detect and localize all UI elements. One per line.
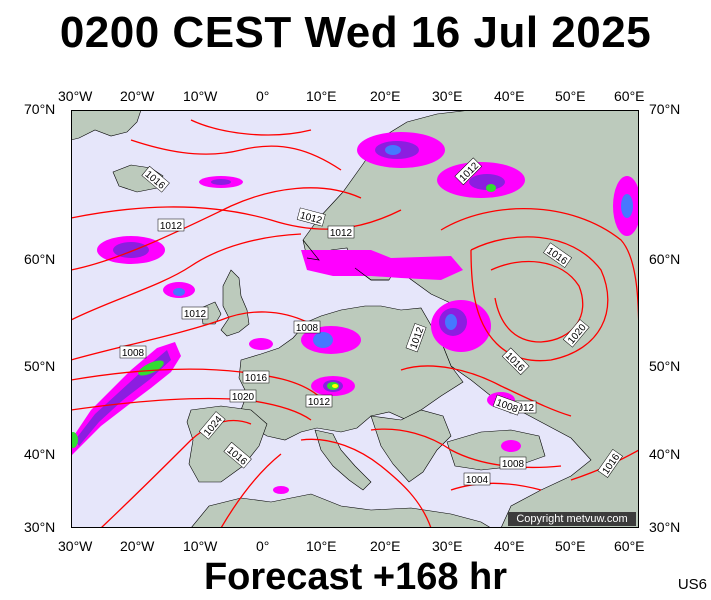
lon-label-bottom: 30°W (58, 538, 93, 554)
map-frame (71, 110, 639, 528)
lon-label-top: 50°E (555, 88, 586, 104)
lon-label-top: 40°E (494, 88, 525, 104)
balkans-landmass (370, 409, 452, 483)
isobar-label: 1008 (296, 323, 319, 334)
forecast-label: Forecast +168 hr (203, 556, 508, 598)
isobar-label: 1012 (512, 403, 535, 414)
lon-label-top: 60°E (614, 88, 645, 104)
italy-landmass (314, 429, 372, 491)
lon-label-bottom: 10°W (183, 538, 218, 554)
lat-label-left: 60°N (24, 251, 56, 267)
map-title: 0200 CEST Wed 16 Jul 2025 (59, 8, 652, 57)
copyright-credit: Copyright metvuw.com (508, 512, 636, 526)
isobar-layer (70, 119, 640, 529)
lon-label-bottom: 30°E (432, 538, 463, 554)
lon-label-bottom: 60°E (614, 538, 645, 554)
lat-label-left: 70°N (24, 101, 56, 117)
map-canvas: 1016 1012 1012 1012 1008 1016 1020 1024 … (68, 109, 641, 529)
lon-label-top: 0° (256, 88, 270, 104)
lon-label-top: 20°E (370, 88, 401, 104)
lon-label-top: 30°W (58, 88, 93, 104)
lat-label-right: 30°N (649, 519, 681, 535)
lat-label-right: 60°N (649, 251, 681, 267)
lon-label-bottom: 10°E (306, 538, 337, 554)
lat-label-right: 40°N (649, 446, 681, 462)
africa-landmass (190, 493, 493, 529)
isobar-label: 1004 (466, 475, 489, 486)
lon-label-bottom: 0° (256, 538, 270, 554)
lat-label-right: 50°N (649, 358, 681, 374)
forecast-map: 1016 1012 1012 1012 1008 1016 1020 1024 … (68, 109, 641, 529)
lon-label-bottom: 40°E (494, 538, 525, 554)
lon-label-top: 10°W (183, 88, 218, 104)
lon-label-top: 30°E (432, 88, 463, 104)
coastline-layer (302, 239, 389, 281)
lat-label-left: 50°N (24, 358, 56, 374)
lon-label-top: 10°E (306, 88, 337, 104)
lon-label-top: 20°W (120, 88, 155, 104)
lon-label-bottom: 20°W (120, 538, 155, 554)
lat-label-right: 70°N (649, 101, 681, 117)
lat-label-left: 30°N (24, 519, 56, 535)
lon-label-bottom: 20°E (370, 538, 401, 554)
greenland-landmass (70, 109, 142, 141)
lon-label-bottom: 50°E (555, 538, 586, 554)
isobar-label: 1012 (184, 309, 207, 320)
isobar-label: 1016 (245, 373, 268, 384)
model-code: US6 (677, 576, 707, 593)
isobar-label: 1012 (308, 397, 331, 408)
isobar-label: 1020 (232, 392, 255, 403)
isobar-label: 1008 (122, 348, 145, 359)
isobar-label: 1008 (502, 459, 525, 470)
isobar-label: 1012 (160, 221, 183, 232)
europe-landmass (238, 305, 464, 441)
isobar-label: 1012 (330, 228, 353, 239)
lat-label-left: 40°N (24, 446, 56, 462)
britain-landmass (220, 269, 250, 337)
